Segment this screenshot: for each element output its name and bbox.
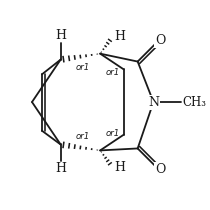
Text: or1: or1 — [75, 132, 90, 141]
Text: H: H — [114, 30, 125, 43]
Text: O: O — [155, 34, 165, 47]
Text: or1: or1 — [106, 68, 120, 77]
Text: H: H — [114, 161, 125, 174]
Text: H: H — [55, 29, 66, 42]
Text: N: N — [148, 96, 159, 109]
Text: O: O — [155, 163, 165, 176]
Text: H: H — [55, 162, 66, 175]
Text: or1: or1 — [75, 63, 90, 72]
Text: CH₃: CH₃ — [182, 96, 206, 109]
Text: or1: or1 — [106, 129, 120, 138]
